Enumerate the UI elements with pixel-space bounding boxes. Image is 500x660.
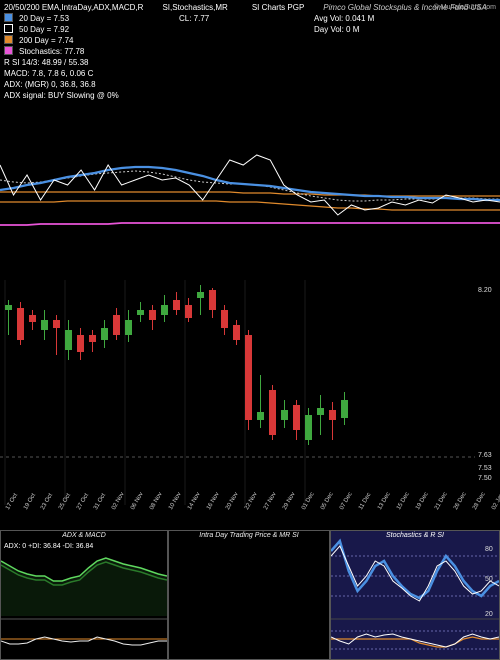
panel1-line: ADX: 0 +DI: 36.84 -DI: 36.84 bbox=[4, 543, 93, 550]
copyright: © MunafaSutra.com bbox=[434, 2, 496, 13]
panel3-svg: 80 50 20 bbox=[331, 531, 499, 659]
svg-text:8.20: 8.20 bbox=[478, 287, 492, 294]
ema20-swatch bbox=[4, 13, 13, 22]
panel2-title: Intra Day Trading Price & MR SI bbox=[169, 532, 329, 539]
ema50-label: 50 Day = 7.92 bbox=[19, 24, 69, 35]
rsi-label: R SI 14/3: 48.99 / 55.38 bbox=[4, 57, 89, 68]
title-ind2: SI,Stochastics,MR bbox=[162, 2, 227, 13]
ema20-label: 20 Day = 7.53 bbox=[19, 13, 69, 24]
dayvol-label: Day Vol: 0 M bbox=[314, 24, 359, 35]
svg-text:7.63: 7.63 bbox=[478, 452, 492, 459]
panel-stochastics: Stochastics & R SI 80 50 20 bbox=[330, 530, 500, 660]
adx-label: ADX: (MGR) 0, 36.8, 36.8 bbox=[4, 79, 96, 90]
ema-chart bbox=[0, 110, 500, 260]
svg-text:7.50: 7.50 bbox=[478, 475, 492, 482]
x-axis: 17 Oct19 Oct23 Oct25 Oct27 Oct31 Oct02 N… bbox=[0, 508, 475, 514]
title-symbol: SI Charts PGP bbox=[252, 2, 304, 13]
panel-adx-macd: ADX & MACD ADX: 0 +DI: 36.84 -DI: 36.84 bbox=[0, 530, 168, 660]
close-label: CL: 7.77 bbox=[179, 13, 209, 24]
panel-intraday: Intra Day Trading Price & MR SI bbox=[168, 530, 330, 660]
svg-text:20: 20 bbox=[485, 611, 493, 618]
bottom-panels: ADX & MACD ADX: 0 +DI: 36.84 -DI: 36.84 … bbox=[0, 530, 500, 660]
title-indicators: 20/50/200 EMA,IntraDay,ADX,MACD,R bbox=[4, 2, 143, 13]
ema200-swatch bbox=[4, 35, 13, 44]
ema50-swatch bbox=[4, 24, 13, 33]
svg-text:80: 80 bbox=[485, 546, 493, 553]
panel1-title: ADX & MACD bbox=[1, 532, 167, 539]
ema200-label: 200 Day = 7.74 bbox=[19, 35, 73, 46]
macd-label: MACD: 7.8, 7.8 6, 0.06 C bbox=[4, 68, 93, 79]
svg-text:50: 50 bbox=[485, 576, 493, 583]
candle-chart: 8.20 7.63 7.53 7.50 bbox=[0, 280, 500, 505]
panel3-title: Stochastics & R SI bbox=[331, 532, 499, 539]
adxsig-label: ADX signal: BUY Slowing @ 0% bbox=[4, 90, 119, 101]
root: 20/50/200 EMA,IntraDay,ADX,MACD,R SI,Sto… bbox=[0, 0, 500, 660]
stoch-swatch bbox=[4, 46, 13, 55]
stoch-label: Stochastics: 77.78 bbox=[19, 46, 84, 57]
svg-text:7.53: 7.53 bbox=[478, 465, 492, 472]
avgvol-label: Avg Vol: 0.041 M bbox=[314, 13, 374, 24]
panel1-svg bbox=[1, 531, 167, 659]
header: 20/50/200 EMA,IntraDay,ADX,MACD,R SI,Sto… bbox=[4, 2, 496, 101]
